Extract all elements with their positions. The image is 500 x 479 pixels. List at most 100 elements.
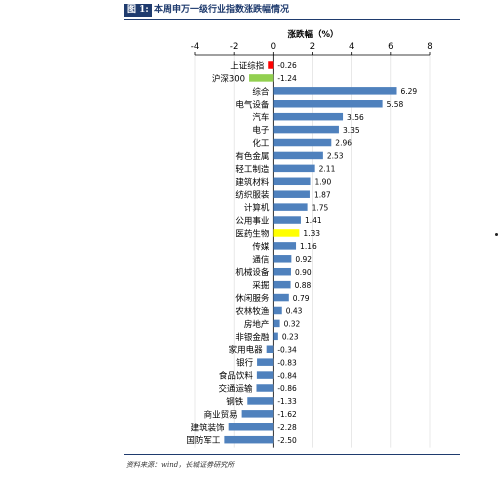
category-label-19: 农林牧渔 xyxy=(235,306,270,317)
category-label-13: 医药生物 xyxy=(235,228,270,239)
bar-7 xyxy=(273,151,323,160)
figure-title-bar: 图 1: 本周申万一级行业指数涨跌幅情况 xyxy=(124,3,460,20)
category-label-8: 轻工制造 xyxy=(235,164,270,175)
value-label-7: 2.53 xyxy=(327,152,344,161)
stray-dot xyxy=(495,233,498,236)
value-label-9: 1.90 xyxy=(315,177,332,186)
category-label-16: 机械设备 xyxy=(235,267,270,278)
category-label-23: 银行 xyxy=(236,358,254,369)
value-label-2: 6.29 xyxy=(401,87,418,96)
x-tick-label-3: 2 xyxy=(310,42,315,52)
bar-23 xyxy=(257,358,274,366)
bar-2 xyxy=(273,87,397,95)
bar-4 xyxy=(273,112,344,121)
value-label-4: 3.56 xyxy=(347,113,364,122)
category-label-6: 化工 xyxy=(252,138,270,149)
bar-11 xyxy=(273,203,308,211)
bar-17 xyxy=(273,280,291,289)
category-label-4: 汽车 xyxy=(252,112,269,123)
value-label-29: -2.50 xyxy=(277,436,297,445)
bar-10 xyxy=(273,190,310,198)
value-label-15: 0.92 xyxy=(295,255,312,264)
value-label-13: 1.33 xyxy=(303,229,320,238)
source-divider xyxy=(124,454,460,455)
value-label-19: 0.43 xyxy=(286,307,303,316)
bar-19 xyxy=(273,306,282,315)
value-label-20: 0.32 xyxy=(284,320,301,329)
category-label-14: 传媒 xyxy=(252,241,270,252)
category-label-2: 综合 xyxy=(252,86,270,97)
bar-1 xyxy=(249,74,274,82)
bar-20 xyxy=(273,319,280,328)
bar-27 xyxy=(241,410,274,418)
bar-29 xyxy=(224,435,274,444)
bar-14 xyxy=(273,242,297,250)
category-label-22: 家用电器 xyxy=(229,345,264,356)
value-label-24: -0.84 xyxy=(277,371,297,380)
category-label-24: 食品饮料 xyxy=(219,371,254,382)
bar-8 xyxy=(273,164,315,173)
category-label-27: 商业贸易 xyxy=(204,409,238,420)
category-label-12: 公用事业 xyxy=(235,216,269,227)
category-label-5: 电子 xyxy=(252,125,270,136)
value-label-0: -0.26 xyxy=(277,61,297,70)
category-label-25: 交通运输 xyxy=(218,384,253,395)
category-label-26: 钢铁 xyxy=(226,396,244,407)
category-label-11: 计算机 xyxy=(244,203,270,214)
value-label-10: 1.87 xyxy=(314,190,331,199)
value-label-11: 1.75 xyxy=(312,203,329,212)
bar-25 xyxy=(256,384,274,392)
bar-16 xyxy=(273,267,291,276)
value-label-26: -1.33 xyxy=(277,397,297,406)
category-label-29: 国防军工 xyxy=(186,435,221,446)
value-label-28: -2.28 xyxy=(277,423,297,432)
bar-6 xyxy=(273,138,332,147)
bar-5 xyxy=(273,125,339,134)
value-label-17: 0.88 xyxy=(295,281,312,290)
category-label-20: 房地产 xyxy=(244,319,270,330)
category-label-17: 采掘 xyxy=(252,280,269,291)
value-label-12: 1.41 xyxy=(305,216,322,225)
bar-22 xyxy=(266,345,274,353)
value-label-21: 0.23 xyxy=(282,333,299,342)
bar-13 xyxy=(273,229,300,237)
chart-title: 涨跌幅（%） xyxy=(287,29,338,40)
bar-24 xyxy=(256,371,274,379)
value-label-5: 3.35 xyxy=(343,126,360,135)
bar-15 xyxy=(273,255,292,263)
x-tick-label-1: -2 xyxy=(230,42,238,52)
bar-28 xyxy=(228,423,274,431)
category-label-15: 通信 xyxy=(252,254,270,265)
value-label-23: -0.83 xyxy=(277,358,297,367)
category-label-1: 沪深300 xyxy=(212,73,245,84)
x-tick-label-2: 0 xyxy=(271,42,276,52)
category-label-21: 非银金融 xyxy=(235,332,270,343)
value-label-3: 5.58 xyxy=(387,100,404,109)
value-label-27: -1.62 xyxy=(277,410,297,419)
category-label-0: 上证综指 xyxy=(230,61,265,72)
x-tick-label-6: 8 xyxy=(427,42,432,52)
value-label-8: 2.11 xyxy=(319,165,336,174)
value-label-14: 1.16 xyxy=(300,242,317,251)
value-label-22: -0.34 xyxy=(277,345,297,354)
source-note: 资料来源：wind，长城证券研究所 xyxy=(126,461,235,469)
category-label-28: 建筑装饰 xyxy=(191,422,226,433)
category-label-7: 有色金属 xyxy=(235,151,269,162)
category-label-9: 建筑材料 xyxy=(235,177,270,188)
bar-18 xyxy=(273,293,289,302)
bar-21 xyxy=(273,332,278,341)
category-label-18: 休闲服务 xyxy=(235,293,270,304)
x-tick-label-0: -4 xyxy=(191,42,199,52)
value-label-6: 2.96 xyxy=(335,139,352,148)
value-label-25: -0.86 xyxy=(277,384,297,393)
category-label-3: 电气设备 xyxy=(235,99,270,110)
x-tick-label-5: 6 xyxy=(388,42,393,52)
figure-tag: 图 1: xyxy=(124,4,152,17)
bar-12 xyxy=(273,216,301,224)
bar-9 xyxy=(273,177,311,186)
bar-3 xyxy=(273,100,383,108)
category-label-10: 纺织服装 xyxy=(235,190,270,201)
figure-title: 本周申万一级行业指数涨跌幅情况 xyxy=(154,5,290,15)
value-label-18: 0.79 xyxy=(293,294,310,303)
